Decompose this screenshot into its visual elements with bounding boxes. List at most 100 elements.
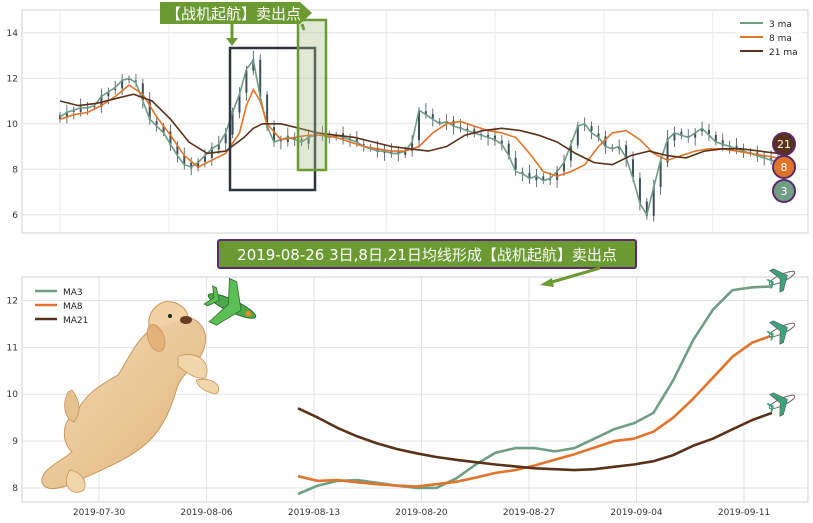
- top-annotation-banner: 【战机起航】卖出点: [160, 2, 312, 46]
- candle-body: [155, 121, 158, 125]
- candle-body: [452, 120, 455, 127]
- top-series-line-0: [59, 58, 779, 217]
- candle-body: [528, 172, 531, 180]
- candle-body: [418, 111, 420, 141]
- candle-body: [279, 140, 282, 142]
- candle-body: [273, 127, 276, 142]
- candle-body: [487, 134, 490, 138]
- candle-body: [217, 143, 220, 150]
- candle-body: [445, 121, 448, 125]
- candle-body: [79, 106, 82, 112]
- bottom-legend-ma21: MA21: [63, 316, 88, 326]
- candle-body: [141, 83, 144, 101]
- candle-body: [224, 133, 227, 144]
- candle-body: [134, 80, 137, 82]
- bottom-x-tick-labels: 2019-07-30 2019-08-06 2019-08-13 2019-08-20…: [73, 508, 770, 518]
- candle-body: [438, 121, 441, 123]
- candle-body: [114, 88, 117, 91]
- airplane-icon: [766, 392, 796, 417]
- candle-body: [107, 92, 110, 97]
- bottom-series-line-0: [297, 285, 773, 496]
- top-chart: 6 8 10 12 14 【战机起航】卖出点 3 ma 8 ma 21 ma: [7, 2, 809, 234]
- candle-body: [128, 78, 131, 80]
- candle-body: [431, 114, 434, 120]
- candle-body: [597, 133, 600, 137]
- top-series-line-1: [59, 84, 779, 177]
- candle-body: [238, 94, 241, 113]
- top-legend: 3 ma 8 ma 21 ma: [736, 14, 802, 60]
- candle-body: [162, 126, 165, 133]
- candle-body: [556, 170, 559, 180]
- candle-body: [259, 59, 262, 97]
- bottom-series-line-1: [297, 334, 773, 488]
- top-legend-21ma: 21 ma: [769, 48, 798, 58]
- badge-21: 21: [777, 138, 791, 151]
- candle-body: [652, 186, 655, 216]
- candle-body: [93, 106, 96, 108]
- bottom-x-tick: 2019-07-30: [73, 508, 126, 518]
- candle-body: [576, 125, 579, 146]
- candle-body: [749, 151, 752, 153]
- bottom-y-tick: 10: [7, 390, 19, 400]
- consolidation-frame: [228, 46, 317, 192]
- candle-body: [459, 126, 462, 128]
- candle-body: [714, 134, 717, 143]
- candle-body: [535, 174, 538, 181]
- candle-body: [197, 161, 200, 169]
- candle-body: [763, 156, 766, 158]
- candle-body: [362, 144, 365, 146]
- top-legend-3ma: 3 ma: [769, 20, 792, 30]
- top-annotation-text: 【战机起航】卖出点: [166, 5, 301, 23]
- candle-body: [203, 156, 206, 162]
- candle-body: [521, 172, 524, 174]
- candle-body: [666, 137, 669, 163]
- dog-illustration-icon: [41, 277, 257, 493]
- bottom-legend: MA3 MA8 MA21: [35, 288, 88, 326]
- candle-body: [72, 110, 75, 112]
- candle-body: [507, 143, 510, 157]
- candle-body: [735, 145, 738, 150]
- bottom-y-tick: 8: [12, 484, 18, 494]
- bottom-title-banner: 2019-08-26 3日,8日,21日均线形成【战机起航】卖出点: [217, 239, 637, 287]
- top-series-lines: [59, 58, 779, 217]
- candle-body: [721, 140, 724, 146]
- candle-body: [542, 176, 545, 181]
- candle-body: [183, 155, 186, 165]
- airplane-icon: [766, 268, 796, 293]
- candle-body: [604, 136, 607, 148]
- candle-body: [549, 179, 552, 181]
- candle-body: [632, 159, 635, 178]
- candle-body: [411, 142, 414, 151]
- candle-body: [65, 111, 68, 118]
- candle-body: [59, 115, 61, 120]
- candle-body: [121, 79, 124, 89]
- candle-body: [625, 145, 628, 159]
- top-y-tick: 6: [12, 211, 18, 221]
- candle-body: [562, 162, 565, 172]
- candle-body: [245, 70, 248, 93]
- candle-body: [148, 99, 151, 121]
- candle-body: [307, 136, 310, 144]
- candle-body: [231, 111, 234, 135]
- signal-highlight-box: [296, 18, 328, 172]
- candle-body: [466, 128, 469, 131]
- bottom-y-tick: 12: [7, 296, 18, 306]
- bottom-x-tick: 2019-08-06: [180, 508, 233, 518]
- candle-body: [645, 201, 648, 217]
- candle-body: [252, 58, 255, 71]
- candle-body: [611, 147, 614, 149]
- top-y-tick-labels: 6 8 10 12 14: [7, 29, 19, 221]
- candle-body: [176, 145, 179, 155]
- candle-body: [100, 95, 103, 108]
- candle-body: [190, 162, 193, 169]
- candle-body: [659, 160, 662, 187]
- candle-body: [293, 138, 296, 140]
- candle-body: [493, 135, 496, 142]
- bottom-series-line-2: [297, 407, 773, 472]
- candle-body: [355, 139, 358, 143]
- candle-body: [701, 129, 704, 132]
- top-y-tick: 10: [7, 120, 19, 130]
- candle-body: [335, 135, 338, 138]
- bottom-x-tick: 2019-08-27: [503, 508, 555, 518]
